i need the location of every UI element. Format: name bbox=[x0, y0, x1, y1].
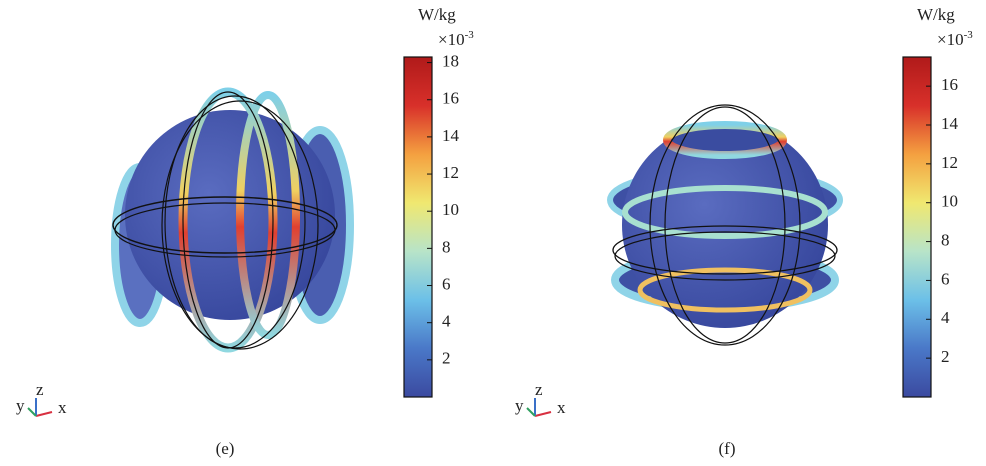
tick-label: 2 bbox=[941, 347, 950, 366]
model-f bbox=[610, 105, 840, 345]
scale-base: ×10 bbox=[438, 30, 465, 49]
colorbar bbox=[903, 57, 931, 397]
tick-label: 4 bbox=[941, 308, 950, 327]
figure: 24681012141618W/kg×10-3(e)yzx24681012141… bbox=[0, 0, 986, 466]
panel-label: (e) bbox=[216, 439, 235, 458]
tick-label: 16 bbox=[442, 89, 459, 108]
axis-arrow bbox=[527, 408, 535, 416]
axis-label: x bbox=[557, 398, 566, 417]
panel-label: (f) bbox=[719, 439, 736, 458]
colorbar bbox=[404, 57, 432, 397]
scale-label: ×10-3 bbox=[937, 29, 973, 49]
unit-label: W/kg bbox=[418, 5, 456, 24]
scale-exponent: -3 bbox=[465, 29, 475, 41]
axis-arrow bbox=[535, 412, 551, 416]
tick-label: 14 bbox=[941, 114, 959, 133]
axis-label: y bbox=[515, 396, 524, 415]
unit-label: W/kg bbox=[917, 5, 955, 24]
axis-arrow bbox=[28, 408, 36, 416]
tick-label: 8 bbox=[442, 237, 451, 256]
axis-label: y bbox=[16, 396, 25, 415]
tick-label: 12 bbox=[941, 153, 958, 172]
tick-label: 6 bbox=[442, 274, 451, 293]
axis-arrow bbox=[36, 412, 52, 416]
tick-label: 10 bbox=[941, 192, 958, 211]
axis-label: x bbox=[58, 398, 67, 417]
tick-label: 6 bbox=[941, 269, 950, 288]
tick-label: 4 bbox=[442, 312, 451, 331]
tick-label: 2 bbox=[442, 349, 451, 368]
axis-label: z bbox=[535, 380, 543, 399]
scale-exponent: -3 bbox=[964, 29, 974, 41]
tick-label: 14 bbox=[442, 126, 460, 145]
model-e bbox=[113, 92, 350, 349]
scale-base: ×10 bbox=[937, 30, 964, 49]
tick-label: 10 bbox=[442, 200, 459, 219]
tick-label: 18 bbox=[442, 51, 459, 70]
scale-label: ×10-3 bbox=[438, 29, 474, 49]
tick-label: 8 bbox=[941, 230, 950, 249]
tick-label: 12 bbox=[442, 163, 459, 182]
tick-label: 16 bbox=[941, 75, 958, 94]
axis-label: z bbox=[36, 380, 44, 399]
